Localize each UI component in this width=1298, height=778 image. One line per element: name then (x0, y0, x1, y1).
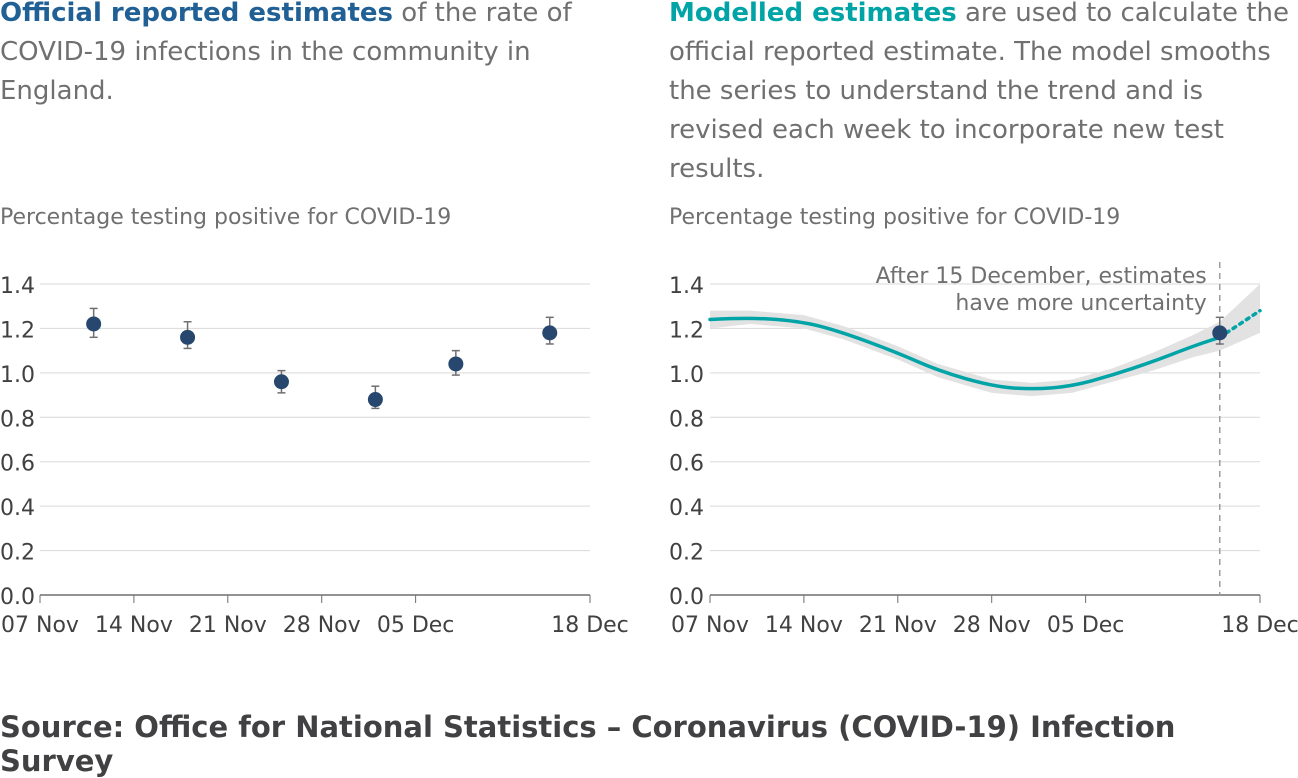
official-x-tick-label: 28 Nov (283, 613, 361, 638)
official-y-tick-label: 1.0 (0, 363, 35, 388)
official-data-point (542, 325, 558, 341)
charts-canvas: 0.0 0.2 0.4 0.6 0.8 1.0 1.2 1.4 07 Nov 14 Nov 21 N… (0, 262, 1298, 638)
intro-modelled-text: are used to calculate the official repor… (669, 0, 1289, 184)
modelled-y-tick-label: 0.0 (669, 585, 704, 610)
intro-official-text: of the rate of COVID-19 infections in th… (0, 0, 572, 106)
official-y-tick-label: 0.6 (0, 452, 35, 477)
modelled-x-tick-label: 14 Nov (765, 613, 843, 638)
modelled-y-tick-label: 1.4 (669, 274, 704, 299)
official-y-tick-label: 0.0 (0, 585, 35, 610)
official-y-tick-label: 1.2 (0, 318, 35, 343)
intro-modelled: Modelled estimates are used to calculate… (669, 0, 1298, 189)
modelled-annotation-line: After 15 December, estimates (876, 264, 1207, 289)
modelled-y-tick-label: 0.4 (669, 496, 704, 521)
y-axis-title-modelled: Percentage testing positive for COVID-19 (669, 205, 1121, 230)
modelled-annotation-line: have more uncertainty (955, 291, 1206, 316)
official-data-point (180, 329, 196, 345)
official-x-tick-label: 21 Nov (189, 613, 267, 638)
modelled-estimates-chart: 0.0 0.2 0.4 0.6 0.8 1.0 1.2 1.4 07 Nov 14 Nov 21 N… (669, 262, 1298, 638)
official-y-tick-label: 0.8 (0, 407, 35, 432)
official-x-tick-label: 18 Dec (551, 613, 629, 638)
official-data-point (86, 316, 102, 332)
modelled-y-tick-label: 1.2 (669, 318, 704, 343)
official-y-tick-label: 0.2 (0, 541, 35, 566)
modelled-x-tick-label: 05 Dec (1047, 613, 1125, 638)
modelled-y-tick-label: 0.6 (669, 452, 704, 477)
modelled-y-tick-label: 1.0 (669, 363, 704, 388)
modelled-x-tick-label: 07 Nov (671, 613, 749, 638)
official-x-tick-label: 07 Nov (1, 613, 79, 638)
modelled-official-point (1212, 325, 1228, 341)
modelled-uncertainty-band (710, 284, 1260, 397)
official-data-point (367, 392, 383, 408)
y-axis-title-official: Percentage testing positive for COVID-19 (0, 205, 452, 230)
official-x-tick-label: 05 Dec (377, 613, 455, 638)
modelled-y-tick-label: 0.8 (669, 407, 704, 432)
modelled-modelled-line (708, 316, 1222, 391)
official-data-point (448, 356, 464, 372)
modelled-x-tick-label: 28 Nov (953, 613, 1031, 638)
intro-official-lead: Official reported estimates (0, 0, 394, 28)
modelled-x-tick-label: 18 Dec (1221, 613, 1298, 638)
official-estimates-chart: 0.0 0.2 0.4 0.6 0.8 1.0 1.2 1.4 07 Nov 14 Nov 21 N… (0, 274, 629, 638)
modelled-x-tick-label: 21 Nov (859, 613, 937, 638)
official-y-tick-label: 1.4 (0, 274, 35, 299)
official-y-tick-label: 0.4 (0, 496, 35, 521)
intro-modelled-lead: Modelled estimates (669, 0, 957, 28)
official-x-tick-label: 14 Nov (95, 613, 173, 638)
modelled-y-tick-label: 0.2 (669, 541, 704, 566)
official-data-point (273, 374, 289, 390)
source-note: Source: Office for National Statistics –… (0, 710, 1176, 778)
intro-official: Official reported estimates of the rate … (0, 0, 640, 111)
